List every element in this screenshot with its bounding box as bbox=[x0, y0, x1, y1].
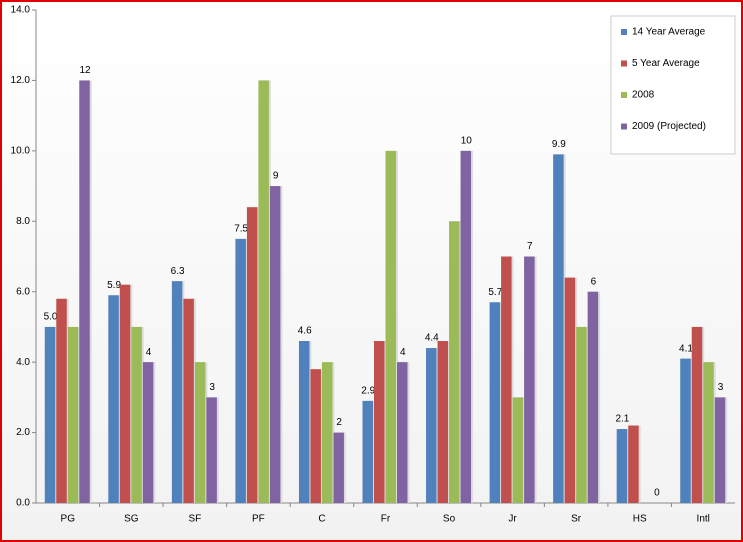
data-label: 5.9 bbox=[107, 280, 121, 291]
bar bbox=[628, 425, 639, 503]
data-label: 4 bbox=[400, 347, 406, 358]
x-tick-label: Fr bbox=[381, 514, 391, 525]
y-tick-label: 10.0 bbox=[11, 145, 31, 156]
y-tick-label: 6.0 bbox=[16, 286, 30, 297]
data-label: 12 bbox=[79, 65, 91, 76]
bar bbox=[171, 281, 183, 503]
x-tick-label: PF bbox=[252, 514, 265, 525]
legend-swatch bbox=[621, 29, 627, 35]
x-tick-label: Jr bbox=[508, 514, 517, 525]
data-label: 4 bbox=[146, 347, 152, 358]
bar bbox=[142, 362, 154, 503]
bar bbox=[512, 397, 524, 503]
legend-swatch bbox=[621, 123, 627, 130]
bar bbox=[235, 238, 246, 503]
bar bbox=[56, 298, 67, 503]
x-tick-label: Intl bbox=[697, 514, 710, 525]
data-label: 7 bbox=[527, 241, 533, 252]
legend-label: 2009 (Projected) bbox=[632, 121, 706, 132]
bar bbox=[587, 291, 599, 503]
data-label: 4.4 bbox=[425, 333, 439, 344]
bar bbox=[449, 221, 460, 504]
bar bbox=[119, 284, 131, 503]
x-tick-label: Sr bbox=[571, 514, 582, 525]
data-label: 3 bbox=[718, 382, 724, 393]
bar bbox=[489, 302, 501, 503]
data-label: 3 bbox=[209, 382, 215, 393]
bar bbox=[67, 326, 79, 503]
y-tick-label: 0.0 bbox=[16, 498, 30, 509]
data-label: 9 bbox=[273, 171, 279, 182]
bar bbox=[206, 397, 217, 503]
bar bbox=[691, 326, 703, 503]
bar bbox=[616, 429, 628, 503]
bar bbox=[501, 256, 512, 503]
x-tick-label: HS bbox=[633, 514, 647, 525]
bar bbox=[298, 341, 310, 503]
legend-swatch bbox=[621, 92, 627, 98]
data-label: 6.3 bbox=[171, 266, 185, 277]
x-tick-label: So bbox=[443, 514, 456, 525]
x-tick-label: SG bbox=[124, 514, 139, 525]
bar bbox=[426, 348, 437, 503]
bar bbox=[703, 362, 714, 503]
data-label: 2.1 bbox=[615, 414, 629, 425]
x-tick-label: C bbox=[318, 514, 325, 525]
bar bbox=[714, 397, 726, 503]
bar bbox=[108, 295, 119, 503]
x-tick-label: SF bbox=[188, 514, 201, 525]
bar bbox=[680, 358, 691, 503]
legend-label: 5 Year Average bbox=[632, 58, 700, 69]
y-tick-label: 8.0 bbox=[16, 216, 30, 227]
data-label: 7.5 bbox=[234, 224, 248, 235]
legend-label: 14 Year Average bbox=[632, 27, 706, 38]
data-label: 4.1 bbox=[679, 343, 693, 354]
bar bbox=[564, 277, 576, 503]
bar bbox=[310, 369, 321, 503]
data-label: 6 bbox=[591, 276, 597, 287]
legend-label: 2008 bbox=[632, 90, 655, 101]
bar bbox=[576, 326, 587, 503]
data-label: 4.6 bbox=[298, 326, 312, 337]
data-label: 9.9 bbox=[552, 139, 566, 150]
bar bbox=[269, 186, 281, 504]
bar bbox=[553, 154, 564, 503]
legend-swatch bbox=[621, 60, 627, 67]
y-tick-label: 14.0 bbox=[11, 5, 31, 16]
bar bbox=[321, 362, 333, 503]
bar bbox=[362, 400, 373, 503]
data-label: 5.0 bbox=[44, 312, 58, 323]
plot-area: 0.0 2.0 4.0 6.0 8.0 10.0 12.0 14.0 PG 5.0 12 SG 5.9 4… bbox=[11, 5, 736, 525]
data-label: 0 bbox=[654, 488, 660, 499]
bar bbox=[258, 80, 269, 503]
bar bbox=[183, 298, 194, 503]
bar bbox=[246, 207, 258, 503]
y-tick-label: 4.0 bbox=[16, 357, 30, 368]
bar bbox=[44, 326, 56, 503]
data-label: 2 bbox=[336, 417, 342, 428]
bar bbox=[374, 341, 385, 503]
y-tick-label: 2.0 bbox=[16, 427, 30, 438]
bar bbox=[194, 362, 206, 503]
bar bbox=[333, 432, 344, 503]
bar bbox=[460, 150, 472, 503]
bar bbox=[385, 150, 396, 503]
data-label: 5.7 bbox=[488, 287, 502, 298]
bar bbox=[524, 256, 535, 503]
bar bbox=[437, 341, 449, 503]
legend-box bbox=[610, 15, 736, 155]
bar bbox=[131, 326, 142, 503]
bar bbox=[79, 80, 90, 503]
bar bbox=[397, 362, 408, 503]
data-label: 2.9 bbox=[361, 386, 375, 397]
y-tick-label: 12.0 bbox=[11, 75, 31, 86]
x-tick-label: PG bbox=[61, 514, 76, 525]
data-label: 10 bbox=[461, 135, 473, 146]
